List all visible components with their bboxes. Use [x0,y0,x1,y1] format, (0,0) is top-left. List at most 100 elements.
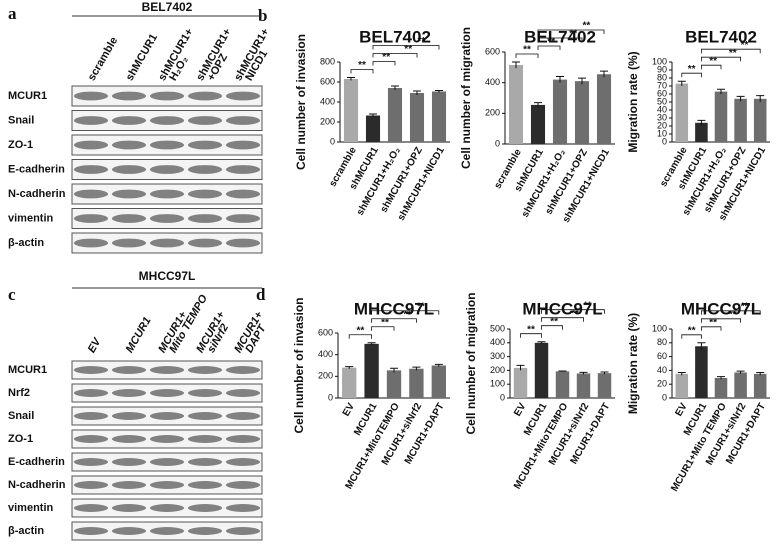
chart-title: BEL7402 [524,27,596,46]
y-tick-label: 200 [485,108,500,118]
row-label: E-cadherin [8,163,65,175]
y-tick-label: 0 [328,392,333,402]
significance-label: ** [688,64,696,75]
blot-band [111,214,147,223]
blot-band [149,91,185,101]
y-axis-label: Cell number of invasion [294,34,308,170]
error-bar [390,367,398,373]
blot-band [187,366,223,374]
significance-label: ** [382,52,390,63]
blot-band [111,481,147,489]
y-axis-label: Cell number of migration [459,27,473,169]
bar [734,98,747,142]
error-bar [367,342,376,345]
blot-band [149,481,185,489]
significance-bracket [701,318,741,323]
y-tick-label: 50 [657,96,667,106]
row-label: ZO-1 [8,139,33,151]
blot-band [149,214,185,223]
blot-band [225,389,261,397]
error-bar [578,77,586,85]
error-bar [736,95,745,102]
significance-bracket [681,334,702,339]
y-tick-label: 100 [652,56,667,66]
y-axis-label: Cell number of invasion [292,297,306,433]
significance-bracket [701,64,722,70]
blot-band [73,527,109,535]
blot-band [225,140,261,150]
chart-title: BEL7402 [359,27,431,46]
bar [675,373,689,398]
significance-bracket [701,56,741,62]
y-tick-label: 500 [490,323,505,333]
significance-bracket [537,29,605,34]
blot-band [225,481,261,489]
significance-label: ** [709,56,717,67]
y-axis-label: Migration rate (%) [626,51,640,152]
blot-band [73,165,109,174]
blot-band [187,435,223,443]
bar [576,373,591,398]
bar [342,367,357,398]
blot-band [187,91,223,101]
bar [714,377,728,398]
y-tick-label: 30 [657,112,667,122]
error-bar [697,342,706,350]
error-bar [413,90,421,95]
significance-label: ** [571,308,579,319]
error-bar [534,102,542,108]
blot-band [187,504,223,512]
error-bar [717,376,725,380]
blot-band [225,238,261,248]
x-tick-label: EV [341,401,357,418]
significance-label: ** [418,36,426,47]
lane-label: EV [86,335,105,355]
bar [409,368,424,398]
error-bar [677,80,686,86]
significance-bracket [541,325,563,330]
significance-label: ** [584,300,592,311]
y-tick-label: 10 [657,128,667,138]
error-bar [579,371,588,375]
significance-bracket [520,333,542,338]
blot-band [73,140,109,150]
bar [596,74,612,144]
blot-band [225,214,261,223]
x-tick-label: EV [673,401,689,418]
bar [530,104,546,144]
blot-band [225,116,261,125]
significance-bracket [701,310,761,315]
y-tick-label: 600 [318,327,333,337]
chart-title: BEL7402 [685,27,757,46]
blot-band [149,435,185,443]
blot-band [73,504,109,512]
row-label: Snail [8,114,34,126]
y-tick-label: 60 [657,88,667,98]
significance-bracket [371,318,417,323]
bar [753,373,767,398]
blot-band [73,412,109,420]
blot-band [149,189,185,199]
lane-label: scramble [86,35,121,83]
bar [597,373,612,398]
blot-band [187,527,223,535]
error-bar [600,371,609,375]
error-bar [697,119,706,126]
error-bar [756,371,765,376]
significance-bracket [372,53,418,58]
bar [695,346,708,398]
chart-title: MHCC97L [354,299,434,318]
y-tick-label: 90 [657,64,667,74]
significance-label: ** [527,324,535,335]
error-bar [558,370,567,372]
y-tick-label: 400 [485,77,500,87]
error-bar [435,90,443,93]
row-label: N-cadherin [8,479,66,491]
blot-band [111,435,147,443]
bar [534,342,549,398]
y-tick-label: 20 [657,120,667,130]
y-tick-label: 100 [490,379,505,389]
y-tick-label: 80 [657,337,667,347]
blot-band [111,458,147,466]
